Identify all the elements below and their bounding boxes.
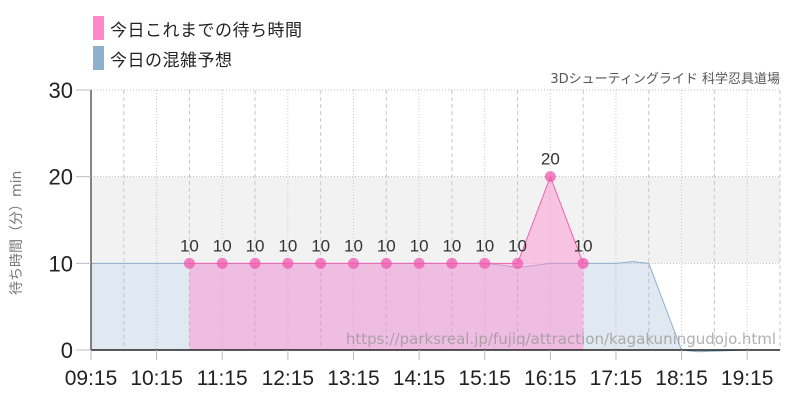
data-point[interactable] [577, 257, 589, 269]
data-label: 10 [475, 236, 494, 255]
legend-item-actual[interactable]: 今日これまでの待ち時間 [93, 13, 303, 43]
data-point[interactable] [380, 257, 392, 269]
legend-label-actual: 今日これまでの待ち時間 [110, 20, 303, 41]
legend-swatch-actual [93, 16, 104, 40]
chart-subtitle: 3Dシューティングライド 科学忍具道場 [550, 72, 780, 87]
data-label: 10 [508, 236, 527, 255]
data-point[interactable] [512, 257, 524, 269]
x-tick-label: 11:15 [197, 367, 248, 390]
data-point[interactable] [282, 257, 294, 269]
y-tick-label: 30 [49, 78, 73, 103]
data-label: 10 [344, 236, 363, 255]
y-tick-label: 0 [61, 338, 73, 363]
x-tick-label: 14:15 [393, 367, 446, 390]
data-point[interactable] [249, 257, 261, 269]
legend-label-forecast: 今日の混雑予想 [110, 50, 233, 71]
data-label: 10 [442, 236, 461, 255]
x-tick-label: 10:15 [130, 367, 183, 390]
forecast-area [91, 261, 780, 352]
data-label: 10 [410, 236, 429, 255]
x-tick-label: 19:15 [721, 367, 774, 390]
data-label: 20 [541, 150, 560, 169]
data-point[interactable] [413, 257, 425, 269]
data-point[interactable] [544, 171, 556, 183]
data-point[interactable] [315, 257, 327, 269]
x-tick-label: 16:15 [524, 367, 577, 390]
data-point[interactable] [183, 257, 195, 269]
data-label: 10 [311, 236, 330, 255]
data-label: 10 [574, 236, 593, 255]
data-point[interactable] [446, 257, 458, 269]
legend: 今日これまでの待ち時間 今日の混雑予想 [93, 13, 303, 73]
x-tick-label: 18:15 [655, 367, 708, 390]
y-tick-label: 10 [49, 251, 73, 276]
x-tick-label: 17:15 [590, 367, 643, 390]
legend-swatch-forecast [93, 46, 104, 70]
data-point[interactable] [216, 257, 228, 269]
data-label: 10 [377, 236, 396, 255]
x-tick-label: 12:15 [262, 367, 315, 390]
x-tick-label: 09:15 [65, 367, 118, 390]
data-label: 10 [278, 236, 297, 255]
watermark-url: https://parksreal.jp/fujiq/attraction/ka… [346, 330, 776, 348]
x-tick-label: 15:15 [458, 367, 511, 390]
data-label: 10 [246, 236, 265, 255]
x-tick-label: 13:15 [327, 367, 380, 390]
data-point[interactable] [479, 257, 491, 269]
y-tick-label: 20 [49, 165, 73, 190]
highlight-band [91, 176, 780, 264]
legend-item-forecast[interactable]: 今日の混雑予想 [93, 43, 303, 73]
data-label: 10 [213, 236, 232, 255]
data-point[interactable] [347, 257, 359, 269]
data-label: 10 [180, 236, 199, 255]
